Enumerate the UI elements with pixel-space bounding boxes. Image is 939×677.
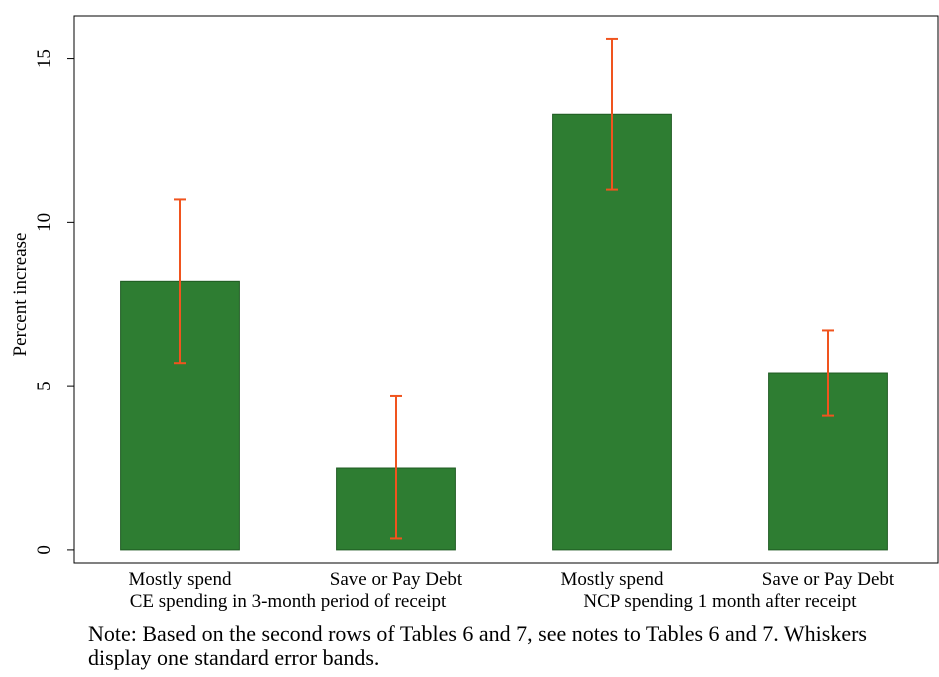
y-tick-label-2: 10 (34, 213, 55, 232)
y-tick-label-0: 0 (34, 545, 55, 555)
group-labels: CE spending in 3-month period of receipt… (130, 591, 858, 612)
y-axis-title: Percent increase (10, 233, 31, 357)
y-tick-label-3: 15 (34, 49, 55, 68)
bars (120, 113, 888, 551)
group-label-1: NCP spending 1 month after receipt (583, 591, 857, 612)
chart-note: Note: Based on the second rows of Tables… (88, 621, 867, 670)
plot-frame (73, 15, 939, 564)
category-label-0: Mostly spend (129, 569, 232, 590)
category-label-3: Save or Pay Debt (762, 569, 895, 590)
y-axis: 0 5 10 15 (34, 49, 74, 555)
group-label-0: CE spending in 3-month period of receipt (130, 591, 447, 612)
y-tick-label-1: 5 (34, 381, 55, 391)
category-label-2: Mostly spend (561, 569, 664, 590)
category-label-1: Save or Pay Debt (330, 569, 463, 590)
error-whiskers (174, 37, 834, 540)
category-labels: Mostly spend Save or Pay Debt Mostly spend… (129, 569, 895, 590)
